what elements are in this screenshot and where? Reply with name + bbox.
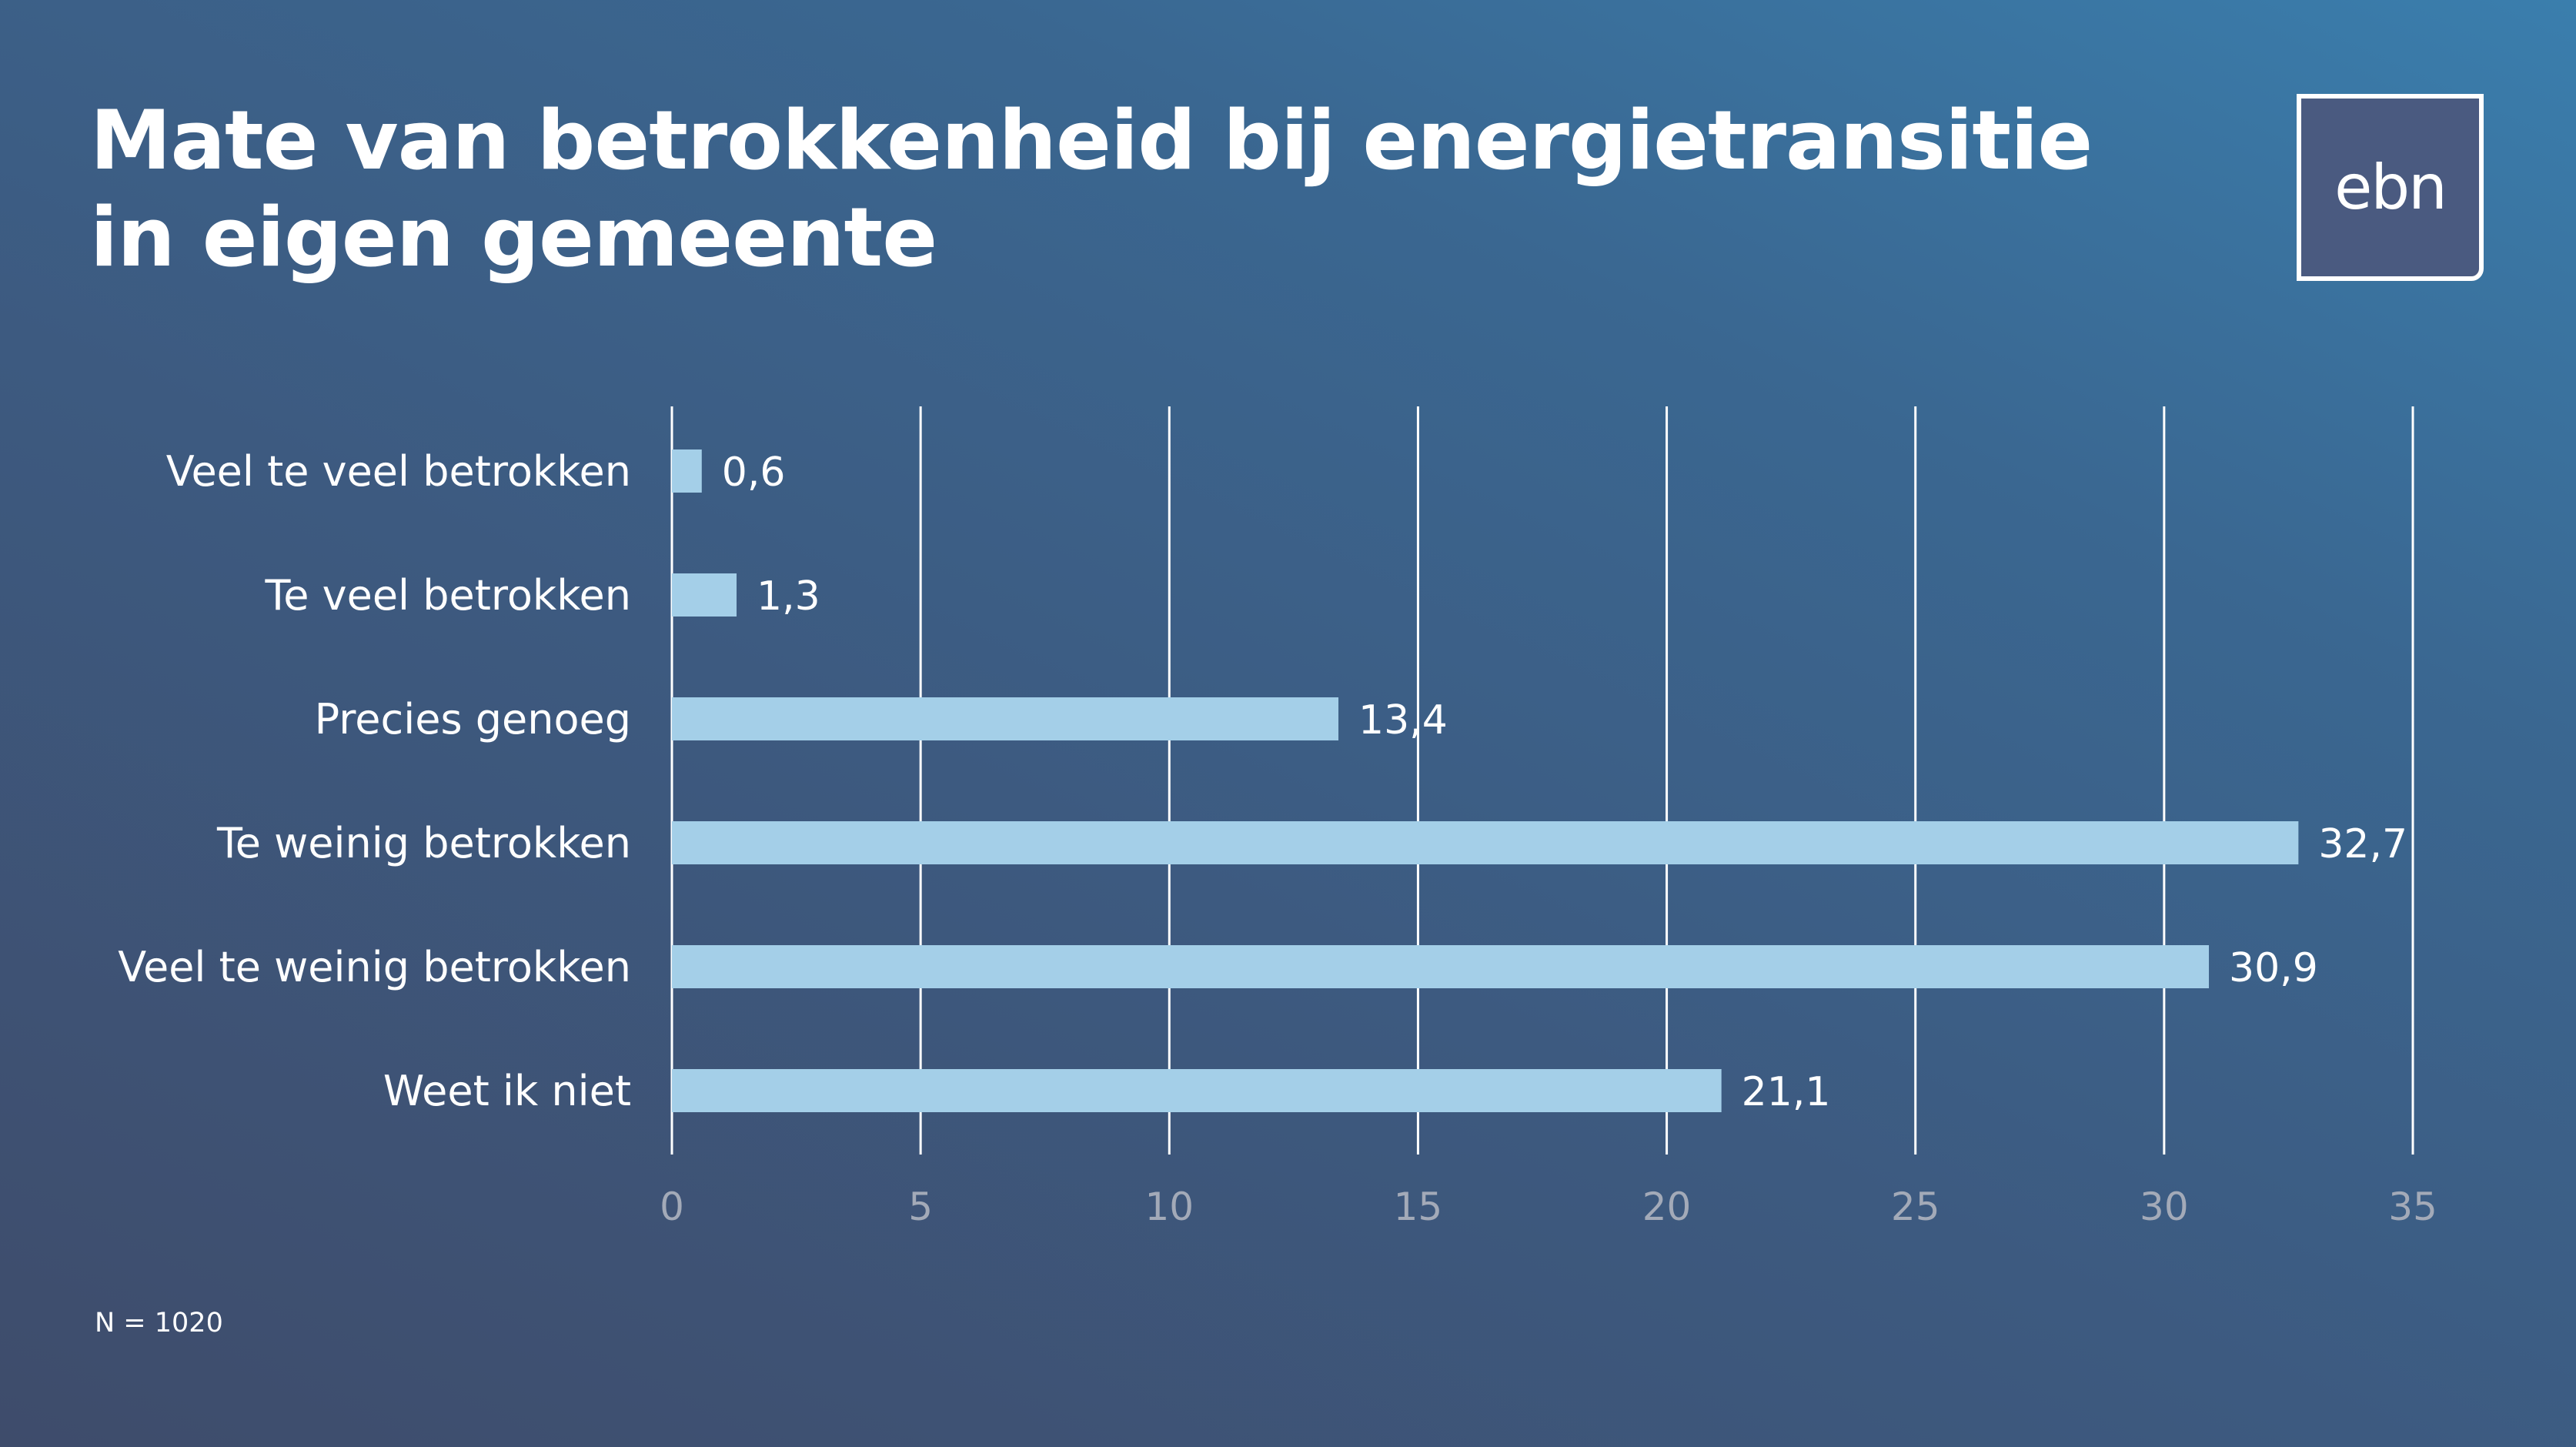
x-tick-label: 5 — [908, 1185, 933, 1229]
sample-size-note: N = 1020 — [95, 1308, 223, 1338]
category-label: Weet ik niet — [383, 1067, 631, 1115]
bar — [672, 821, 2299, 864]
chart-title: Mate van betrokkenheid bij energietransi… — [90, 93, 2093, 285]
category-label: Veel te veel betrokken — [166, 447, 631, 496]
category-label: Te veel betrokken — [264, 571, 631, 620]
bar — [672, 449, 702, 493]
ebn-logo: ebn — [2297, 94, 2484, 281]
category-label: Precies genoeg — [315, 695, 631, 744]
bar — [672, 573, 737, 617]
category-label: Te weinig betrokken — [216, 819, 631, 867]
bars — [672, 449, 2299, 1112]
value-label: 13,4 — [1358, 697, 1448, 744]
value-label: 30,9 — [2229, 945, 2318, 991]
x-tick-label: 35 — [2388, 1185, 2437, 1229]
labels: 0 5 10 15 20 25 30 35 Veel te veel betrokken 0,6 T… — [118, 447, 2437, 1229]
value-label: 32,7 — [2318, 821, 2407, 867]
gridlines — [670, 406, 2414, 1155]
x-tick-label: 30 — [2140, 1185, 2189, 1229]
value-label: 1,3 — [757, 573, 820, 620]
value-label: 21,1 — [1742, 1069, 1831, 1115]
bar — [672, 697, 1339, 740]
x-tick-label: 20 — [1642, 1185, 1692, 1229]
bar — [672, 945, 2210, 988]
value-label: 0,6 — [722, 449, 786, 496]
category-label: Veel te weinig betrokken — [118, 943, 631, 991]
x-tick-label: 15 — [1394, 1185, 1443, 1229]
x-tick-label: 25 — [1891, 1185, 1940, 1229]
bar — [672, 1069, 1722, 1112]
logo-text: ebn — [2334, 152, 2447, 223]
x-tick-label: 10 — [1144, 1185, 1194, 1229]
x-tick-label: 0 — [660, 1185, 684, 1229]
